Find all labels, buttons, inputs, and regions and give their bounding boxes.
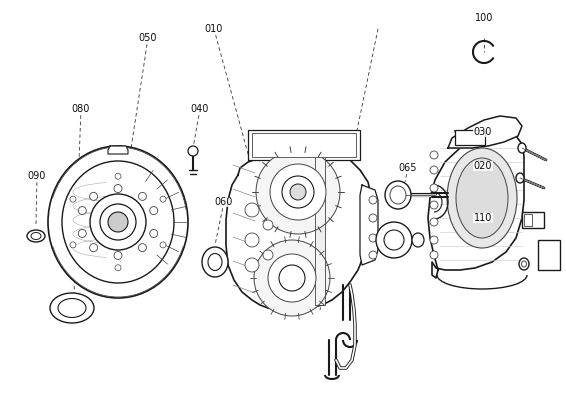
Circle shape: [430, 201, 438, 209]
Circle shape: [369, 196, 377, 204]
Circle shape: [369, 234, 377, 242]
Text: 010: 010: [205, 24, 223, 34]
Circle shape: [270, 164, 326, 220]
Ellipse shape: [50, 293, 94, 323]
Circle shape: [369, 214, 377, 222]
Circle shape: [139, 192, 147, 200]
Circle shape: [430, 151, 438, 159]
Polygon shape: [448, 116, 522, 148]
Circle shape: [78, 206, 86, 214]
Text: 065: 065: [399, 163, 417, 173]
Ellipse shape: [62, 161, 174, 283]
Circle shape: [384, 230, 404, 250]
Circle shape: [282, 176, 314, 208]
Circle shape: [188, 146, 198, 156]
Circle shape: [150, 230, 158, 238]
Polygon shape: [360, 185, 378, 265]
Circle shape: [78, 230, 86, 238]
Circle shape: [245, 233, 259, 247]
Bar: [522, 212, 544, 228]
Ellipse shape: [208, 254, 222, 270]
Ellipse shape: [518, 143, 526, 153]
Circle shape: [263, 250, 273, 260]
Circle shape: [70, 196, 76, 202]
Circle shape: [245, 258, 259, 272]
Circle shape: [376, 222, 412, 258]
Circle shape: [160, 242, 166, 248]
Bar: [252, 133, 356, 157]
Polygon shape: [108, 146, 128, 154]
Circle shape: [114, 184, 122, 192]
Circle shape: [89, 244, 97, 252]
Circle shape: [70, 242, 76, 248]
Circle shape: [90, 194, 146, 250]
Circle shape: [369, 251, 377, 259]
Ellipse shape: [519, 258, 529, 270]
Polygon shape: [428, 132, 524, 278]
Text: 090: 090: [28, 171, 46, 181]
Ellipse shape: [385, 181, 411, 209]
Circle shape: [150, 206, 158, 214]
Text: 060: 060: [215, 197, 233, 207]
Circle shape: [160, 196, 166, 202]
Text: 080: 080: [72, 104, 90, 114]
Ellipse shape: [516, 173, 524, 183]
Circle shape: [256, 150, 340, 234]
Circle shape: [139, 244, 147, 252]
Text: 050: 050: [139, 33, 157, 43]
Ellipse shape: [27, 230, 45, 242]
Polygon shape: [226, 148, 372, 310]
Circle shape: [245, 203, 259, 217]
Circle shape: [263, 220, 273, 230]
Bar: [538, 240, 560, 270]
Ellipse shape: [58, 298, 86, 318]
Circle shape: [108, 212, 128, 232]
Ellipse shape: [521, 261, 526, 267]
Circle shape: [430, 236, 438, 244]
Bar: [248, 130, 360, 160]
Circle shape: [430, 184, 438, 192]
Text: 030: 030: [474, 127, 492, 137]
Circle shape: [115, 265, 121, 271]
Polygon shape: [315, 152, 325, 305]
Ellipse shape: [412, 233, 424, 247]
Ellipse shape: [390, 186, 406, 204]
Ellipse shape: [447, 148, 517, 248]
Bar: [524, 214, 532, 226]
Circle shape: [114, 252, 122, 260]
Circle shape: [279, 265, 305, 291]
Circle shape: [115, 173, 121, 179]
Circle shape: [430, 251, 438, 259]
Bar: [455, 130, 485, 145]
Text: 100: 100: [475, 13, 493, 23]
Ellipse shape: [202, 247, 228, 277]
Text: 110: 110: [474, 213, 492, 223]
Circle shape: [89, 192, 97, 200]
Circle shape: [254, 240, 330, 316]
Circle shape: [100, 204, 136, 240]
Text: 040: 040: [191, 104, 209, 114]
Circle shape: [430, 218, 438, 226]
Ellipse shape: [31, 232, 41, 240]
Circle shape: [268, 254, 316, 302]
Circle shape: [290, 184, 306, 200]
Text: 020: 020: [474, 161, 492, 171]
Ellipse shape: [456, 158, 508, 238]
Ellipse shape: [48, 146, 188, 298]
Circle shape: [430, 166, 438, 174]
